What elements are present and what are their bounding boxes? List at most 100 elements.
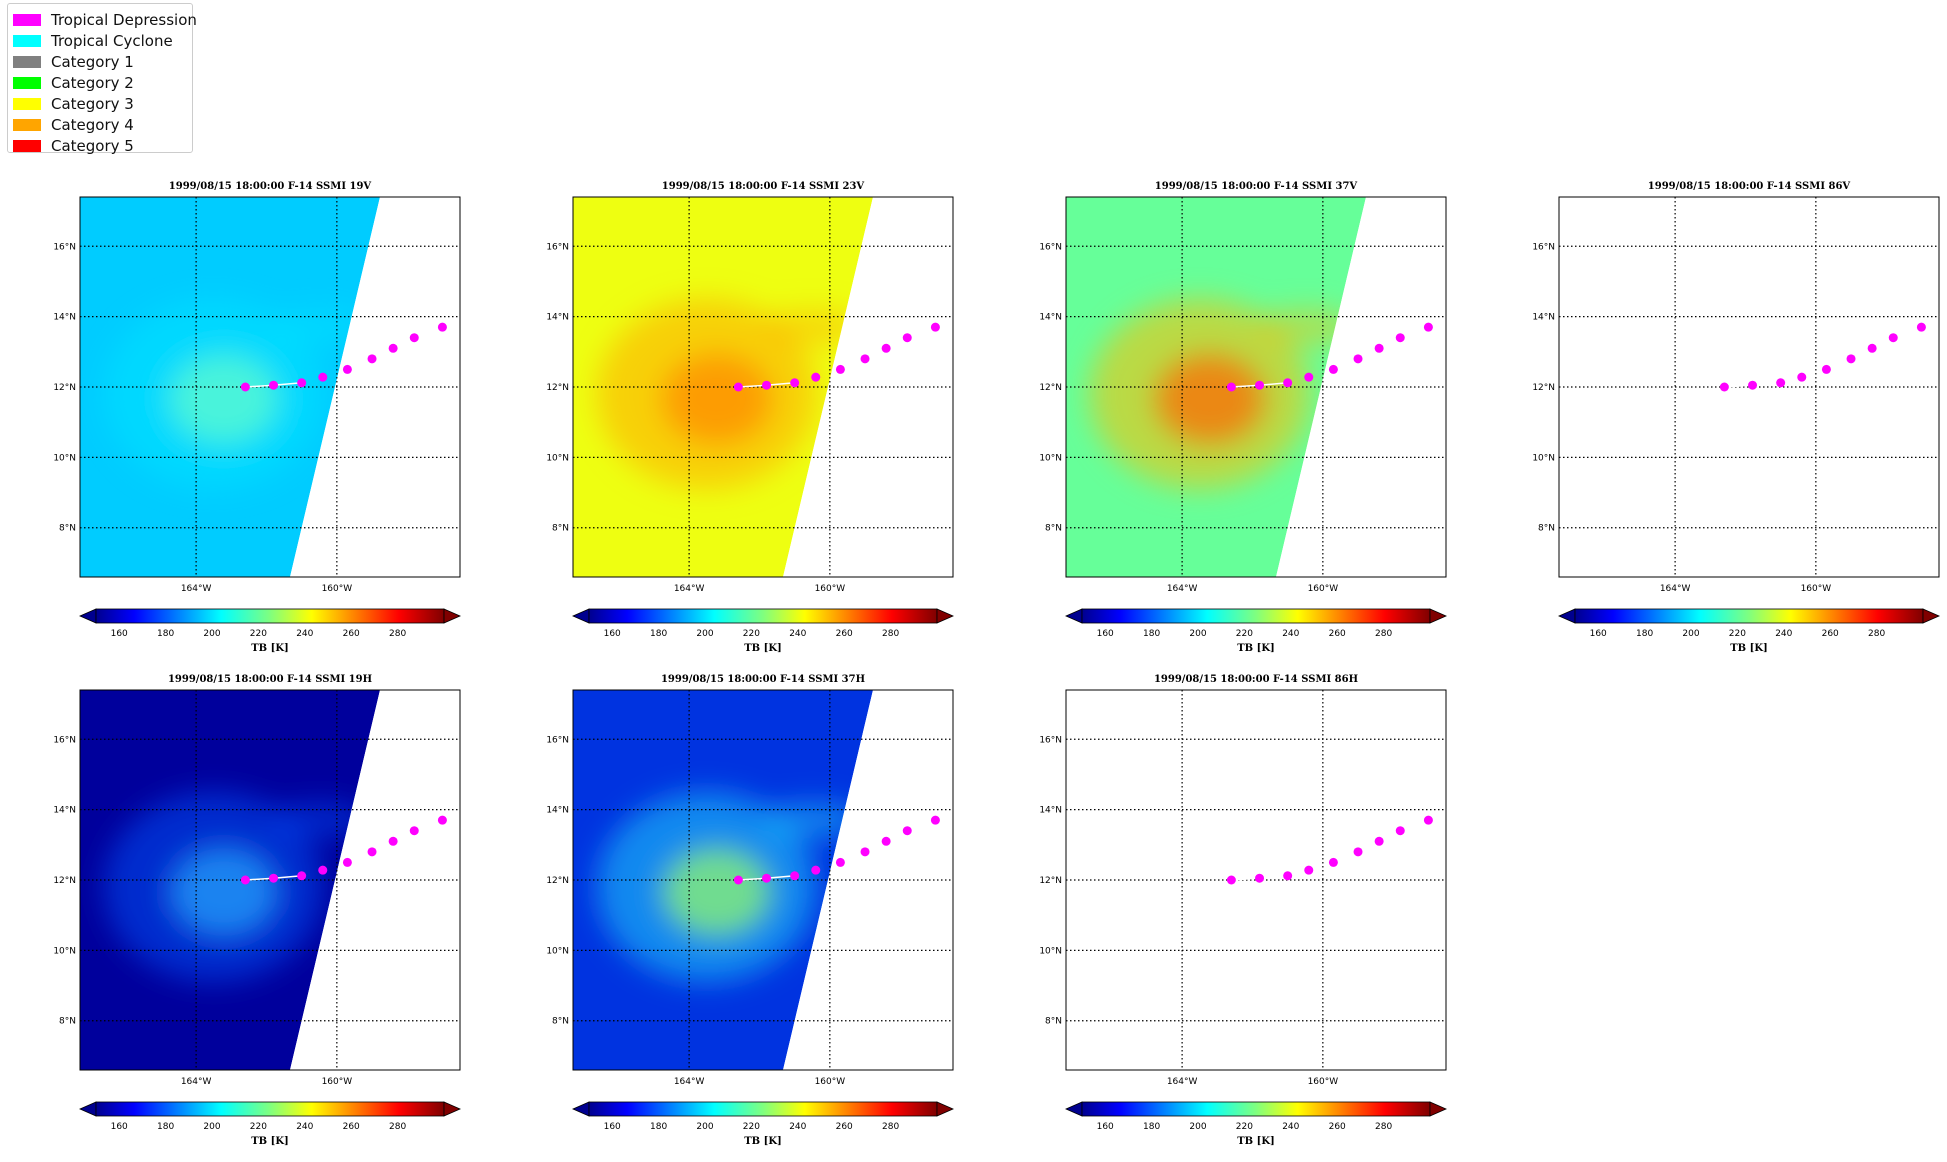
colorbar-tick-label: 260 — [836, 629, 853, 639]
colorbar-label: TB [K] — [1730, 643, 1768, 654]
colorbar: 160 180 200 220 240 260 280 TB [K] — [572, 608, 954, 654]
legend-swatch — [13, 97, 41, 110]
lon-label: 160°W — [815, 1077, 846, 1087]
colorbar-tick-label: 180 — [1636, 629, 1653, 639]
colorbar-tick-label: 220 — [1729, 629, 1746, 639]
lat-label: 8°N — [552, 524, 569, 534]
map-frame — [1065, 196, 1447, 578]
colorbar-high-extend — [936, 608, 954, 624]
track-point — [762, 873, 772, 883]
lat-label: 12°N — [1039, 876, 1062, 886]
colorbar-label: TB [K] — [744, 1136, 782, 1147]
colorbar-tick-label: 160 — [1097, 1122, 1114, 1132]
lon-label: 160°W — [322, 584, 353, 594]
lon-label: 164°W — [181, 584, 212, 594]
colorbar-bar — [588, 1101, 938, 1117]
track-point — [835, 364, 845, 374]
legend-swatch — [13, 55, 41, 68]
colorbar: 160 180 200 220 240 260 280 TB [K] — [572, 1101, 954, 1147]
colorbar: 160 180 200 220 240 260 280 TB [K] — [1065, 608, 1447, 654]
lat-label: 10°N — [53, 946, 76, 956]
track-point — [881, 343, 891, 353]
track-point — [902, 826, 912, 836]
track-point — [1797, 372, 1807, 382]
colorbar-tick-label: 260 — [343, 1122, 360, 1132]
legend-item: Category 1 — [13, 51, 134, 72]
lat-label: 12°N — [1039, 383, 1062, 393]
track-point — [1328, 857, 1338, 867]
track-point — [762, 380, 772, 390]
lat-label: 16°N — [53, 242, 76, 252]
legend-item: Tropical Cyclone — [13, 30, 173, 51]
track-point — [1328, 364, 1338, 374]
lat-label: 16°N — [546, 242, 569, 252]
track-point — [1423, 322, 1433, 332]
track-point — [1353, 847, 1363, 857]
track-point — [342, 857, 352, 867]
colorbar-low-extend — [1065, 1101, 1083, 1117]
colorbar-tick-label: 160 — [604, 1122, 621, 1132]
colorbar-bar — [95, 608, 445, 624]
colorbar-tick-label: 280 — [1375, 1122, 1392, 1132]
lat-label: 14°N — [546, 313, 569, 323]
lat-label: 8°N — [1045, 524, 1062, 534]
legend-label: Tropical Depression — [51, 10, 197, 29]
track-point — [342, 364, 352, 374]
lat-label: 16°N — [546, 735, 569, 745]
track-point — [240, 382, 250, 392]
legend-swatch — [13, 76, 41, 89]
legend-label: Category 1 — [51, 52, 134, 71]
colorbar: 160 180 200 220 240 260 280 TB [K] — [1558, 608, 1940, 654]
colorbar-label: TB [K] — [251, 1136, 289, 1147]
legend-swatch — [13, 13, 41, 26]
track-point — [1719, 382, 1729, 392]
lat-label: 8°N — [552, 1017, 569, 1027]
lat-label: 8°N — [1538, 524, 1555, 534]
track-point — [733, 382, 743, 392]
colorbar-low-extend — [79, 608, 97, 624]
track-point — [1846, 354, 1856, 364]
colorbar-tick-label: 220 — [1236, 629, 1253, 639]
colorbar-tick-label: 260 — [343, 629, 360, 639]
track-point — [1916, 322, 1926, 332]
colorbar-tick-label: 180 — [157, 629, 174, 639]
lat-label: 10°N — [53, 453, 76, 463]
colorbar-tick-label: 180 — [1143, 629, 1160, 639]
colorbar-tick-label: 260 — [1329, 1122, 1346, 1132]
lat-label: 16°N — [1039, 735, 1062, 745]
colorbar-tick-label: 240 — [789, 1122, 806, 1132]
track-point — [1255, 380, 1265, 390]
legend-swatch — [13, 139, 41, 152]
colorbar-tick-label: 200 — [696, 1122, 713, 1132]
track-point — [1255, 873, 1265, 883]
lon-label: 164°W — [1167, 584, 1198, 594]
colorbar-tick-label: 220 — [743, 1122, 760, 1132]
colorbar-tick-label: 240 — [1282, 1122, 1299, 1132]
track-point — [860, 354, 870, 364]
colorbar: 160 180 200 220 240 260 280 TB [K] — [79, 1101, 461, 1147]
colorbar-high-extend — [443, 1101, 461, 1117]
track-point — [437, 322, 447, 332]
colorbar-tick-label: 160 — [604, 629, 621, 639]
track-point — [881, 836, 891, 846]
colorbar: 160 180 200 220 240 260 280 TB [K] — [1065, 1101, 1447, 1147]
colorbar-tick-label: 200 — [203, 1122, 220, 1132]
colorbar-bar — [1081, 1101, 1431, 1117]
colorbar-tick-label: 280 — [1375, 629, 1392, 639]
colorbar-tick-label: 240 — [296, 629, 313, 639]
lon-label: 160°W — [1308, 584, 1339, 594]
track-point — [318, 372, 328, 382]
colorbar-tick-label: 240 — [1282, 629, 1299, 639]
colorbar-tick-label: 180 — [650, 629, 667, 639]
track-point — [1821, 364, 1831, 374]
track-point — [1423, 815, 1433, 825]
track-point — [297, 871, 307, 881]
lon-label: 164°W — [674, 584, 705, 594]
colorbar-bar — [1081, 608, 1431, 624]
legend-label: Category 5 — [51, 136, 134, 155]
track-point — [930, 322, 940, 332]
colorbar-label: TB [K] — [1237, 1136, 1275, 1147]
colorbar-tick-label: 180 — [650, 1122, 667, 1132]
colorbar-tick-label: 240 — [789, 629, 806, 639]
lat-label: 10°N — [1039, 453, 1062, 463]
